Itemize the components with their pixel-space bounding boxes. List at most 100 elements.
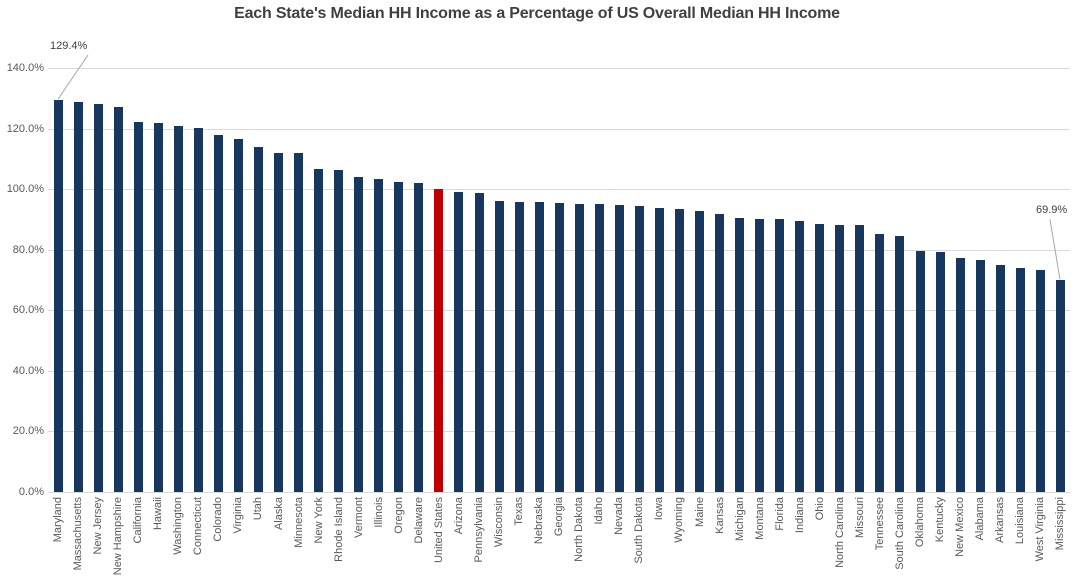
bar-hawaii bbox=[153, 122, 163, 492]
bar-florida bbox=[775, 218, 785, 492]
bar-slot-nebraska bbox=[529, 68, 549, 492]
bar-michigan bbox=[735, 217, 745, 492]
bar-south-carolina bbox=[895, 236, 905, 492]
bar-slot-new-mexico bbox=[950, 68, 970, 492]
x-axis-label-new-jersey: New Jersey bbox=[92, 497, 105, 555]
x-axis-label-slot-colorado: Colorado bbox=[208, 497, 228, 587]
bar-minnesota bbox=[294, 153, 304, 492]
bar-arkansas bbox=[995, 264, 1005, 492]
bar-nebraska bbox=[534, 202, 544, 492]
x-axis-label-slot-hawaii: Hawaii bbox=[148, 497, 168, 587]
bar-slot-washington bbox=[168, 68, 188, 492]
x-axis-label-slot-tennessee: Tennessee bbox=[870, 497, 890, 587]
x-axis-label-wyoming: Wyoming bbox=[673, 497, 686, 543]
bar-slot-michigan bbox=[730, 68, 750, 492]
bar-slot-alaska bbox=[269, 68, 289, 492]
x-axis-label-slot-missouri: Missouri bbox=[850, 497, 870, 587]
x-axis-label-texas: Texas bbox=[513, 497, 526, 526]
bar-new-jersey bbox=[93, 104, 103, 492]
bar-slot-south-dakota bbox=[629, 68, 649, 492]
x-axis-label-slot-west-virginia: West Virginia bbox=[1030, 497, 1050, 587]
x-axis-label-slot-florida: Florida bbox=[770, 497, 790, 587]
bar-slot-nevada bbox=[609, 68, 629, 492]
x-axis-label-slot-michigan: Michigan bbox=[730, 497, 750, 587]
bar-slot-wisconsin bbox=[489, 68, 509, 492]
bar-ohio bbox=[815, 223, 825, 492]
x-axis-label-slot-arkansas: Arkansas bbox=[990, 497, 1010, 587]
x-axis-label-iowa: Iowa bbox=[653, 497, 666, 521]
bar-slot-mississippi bbox=[1050, 68, 1070, 492]
y-axis-tick-label-100: 100.0% bbox=[6, 183, 44, 196]
bar-slot-connecticut bbox=[188, 68, 208, 492]
gridline-100 bbox=[48, 189, 1070, 191]
bar-slot-rhode-island bbox=[329, 68, 349, 492]
x-axis-label-slot-delaware: Delaware bbox=[409, 497, 429, 587]
bar-slot-kansas bbox=[710, 68, 730, 492]
x-axis-label-slot-united-states: United States bbox=[429, 497, 449, 587]
bar-slot-maryland bbox=[48, 68, 68, 492]
bar-slot-pennsylvania bbox=[469, 68, 489, 492]
bar-slot-minnesota bbox=[289, 68, 309, 492]
x-axis-label-louisiana: Louisiana bbox=[1014, 497, 1027, 545]
x-axis-label-arizona: Arizona bbox=[452, 497, 465, 535]
x-axis-label-montana: Montana bbox=[753, 497, 766, 540]
x-axis-label-north-dakota: North Dakota bbox=[573, 497, 586, 562]
x-axis-label-slot-alaska: Alaska bbox=[269, 497, 289, 587]
bar-indiana bbox=[795, 221, 805, 492]
bar-slot-colorado bbox=[208, 68, 228, 492]
x-axis-label-south-dakota: South Dakota bbox=[633, 497, 646, 564]
bar-arizona bbox=[454, 191, 464, 492]
x-axis-label-slot-maine: Maine bbox=[690, 497, 710, 587]
x-axis-label-slot-illinois: Illinois bbox=[369, 497, 389, 587]
x-axis-label-idaho: Idaho bbox=[593, 497, 606, 525]
bar-louisiana bbox=[1015, 267, 1025, 492]
x-axis-label-slot-new-jersey: New Jersey bbox=[88, 497, 108, 587]
x-axis-label-united-states: United States bbox=[432, 497, 445, 564]
bar-texas bbox=[514, 201, 524, 492]
x-axis-label-nebraska: Nebraska bbox=[533, 497, 546, 545]
x-axis-label-new-york: New York bbox=[312, 497, 325, 544]
x-axis-label-slot-virginia: Virginia bbox=[228, 497, 248, 587]
bar-slot-vermont bbox=[349, 68, 369, 492]
bar-oklahoma bbox=[915, 250, 925, 492]
x-axis-label-wisconsin: Wisconsin bbox=[493, 497, 506, 548]
x-axis-label-slot-alabama: Alabama bbox=[970, 497, 990, 587]
x-axis-label-slot-vermont: Vermont bbox=[349, 497, 369, 587]
x-axis-label-oregon: Oregon bbox=[392, 497, 405, 534]
x-axis-labels: Maryland Massachusetts New Jersey New Hamps… bbox=[48, 497, 1070, 587]
x-axis-label-nevada: Nevada bbox=[613, 497, 626, 535]
bar-south-dakota bbox=[634, 205, 644, 492]
x-axis-label-connecticut: Connecticut bbox=[192, 497, 205, 556]
x-axis-label-slot-new-mexico: New Mexico bbox=[950, 497, 970, 587]
x-axis-label-massachusetts: Massachusetts bbox=[72, 497, 85, 571]
bar-alabama bbox=[975, 259, 985, 492]
bar-slot-massachusetts bbox=[68, 68, 88, 492]
y-axis-tick-label-0: 0.0% bbox=[18, 486, 44, 498]
x-axis-label-tennessee: Tennessee bbox=[873, 497, 886, 551]
bar-oregon bbox=[394, 181, 404, 492]
bar-new-york bbox=[314, 169, 324, 492]
x-axis-label-slot-iowa: Iowa bbox=[649, 497, 669, 587]
plot-area bbox=[48, 68, 1070, 492]
x-axis-label-slot-wisconsin: Wisconsin bbox=[489, 497, 509, 587]
bar-california bbox=[133, 121, 143, 492]
x-axis-label-ohio: Ohio bbox=[813, 497, 826, 521]
x-axis-label-mississippi: Mississippi bbox=[1054, 497, 1067, 551]
x-axis-label-slot-indiana: Indiana bbox=[790, 497, 810, 587]
x-axis-label-slot-new-hampshire: New Hampshire bbox=[108, 497, 128, 587]
bar-slot-utah bbox=[248, 68, 268, 492]
bar-mississippi bbox=[1055, 280, 1065, 492]
gridline-140 bbox=[48, 68, 1070, 69]
bar-delaware bbox=[414, 183, 424, 492]
bar-slot-new-hampshire bbox=[108, 68, 128, 492]
data-label-mississippi: 69.9% bbox=[1035, 204, 1068, 217]
bar-slot-maine bbox=[690, 68, 710, 492]
bar-slot-north-carolina bbox=[830, 68, 850, 492]
x-axis-label-kentucky: Kentucky bbox=[934, 497, 947, 543]
x-axis-label-slot-new-york: New York bbox=[309, 497, 329, 587]
bar-alaska bbox=[274, 152, 284, 492]
x-axis-label-slot-texas: Texas bbox=[509, 497, 529, 587]
x-axis-label-vermont: Vermont bbox=[352, 497, 365, 538]
bar-slot-indiana bbox=[790, 68, 810, 492]
x-axis-label-slot-oklahoma: Oklahoma bbox=[910, 497, 930, 587]
